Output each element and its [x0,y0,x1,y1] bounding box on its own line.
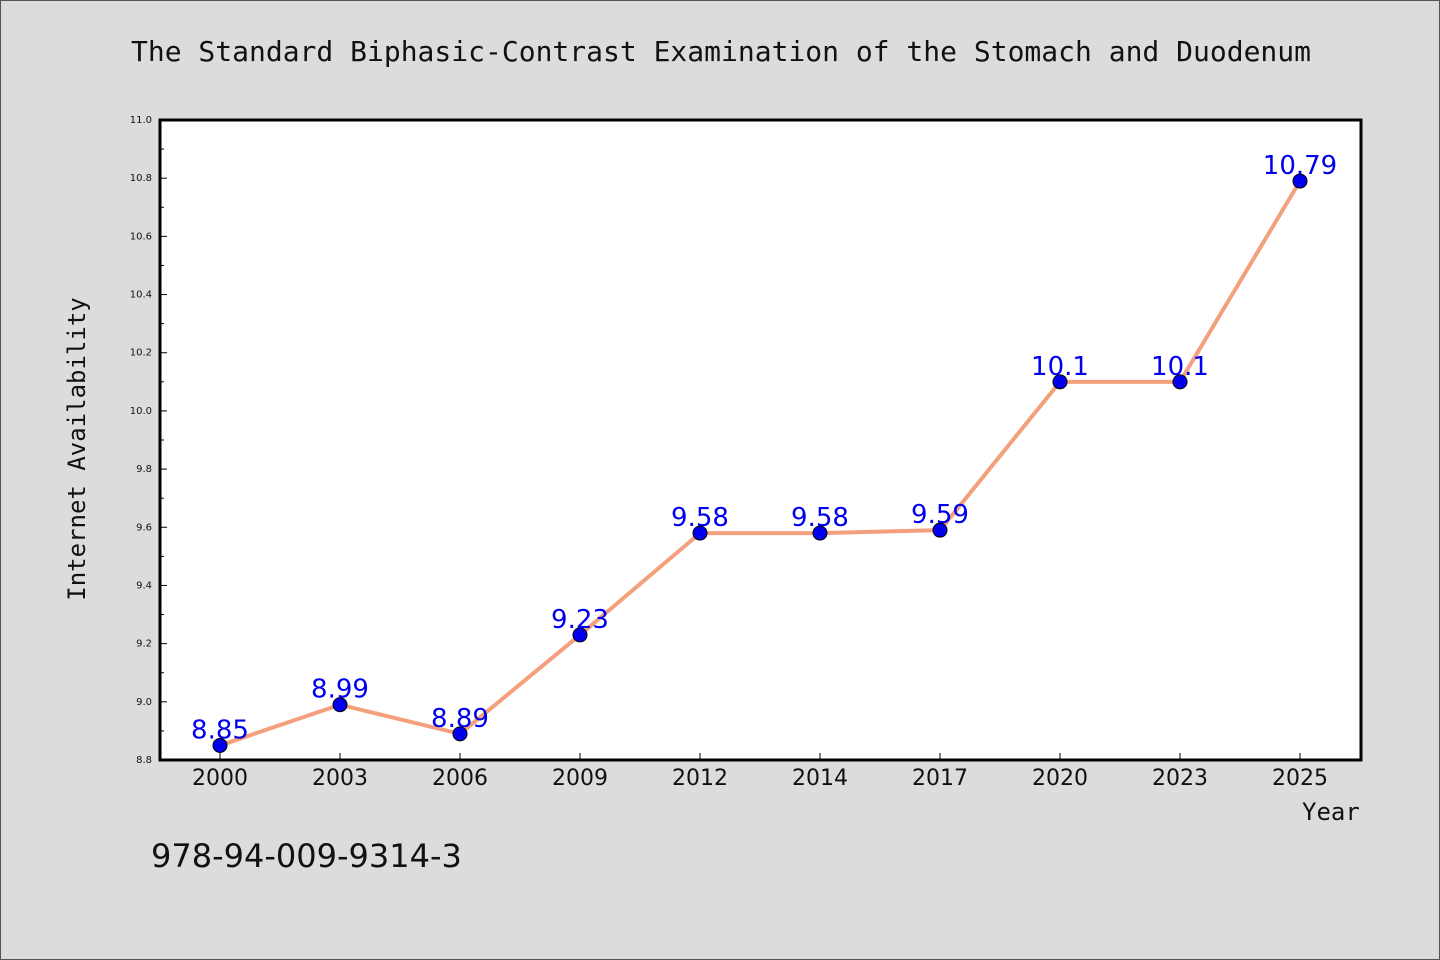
data-point [1172,374,1188,390]
x-tick-label: 2020 [1032,766,1088,791]
data-point [572,627,588,643]
x-tick-label: 2000 [192,766,248,791]
y-tick-label: 9.8 [136,464,152,475]
y-tick-label: 8.8 [136,755,152,766]
data-point [932,522,948,538]
data-label: 8.89 [431,704,489,734]
data-label: 9.23 [551,605,609,635]
y-tick-label: 10.8 [130,173,152,184]
y-tick-label: 10.6 [130,231,152,242]
data-label: 10.79 [1263,151,1337,181]
data-label: 10.1 [1031,352,1089,382]
y-tick-label: 10.4 [130,290,152,301]
x-tick-label: 2006 [432,766,488,791]
y-tick-label: 9.6 [136,522,152,533]
data-label: 9.58 [671,503,729,533]
data-point [812,525,828,541]
series-line [218,179,1302,748]
data-point [1292,173,1308,189]
x-tick-label: 2009 [552,766,608,791]
x-tick-label: 2025 [1272,766,1328,791]
data-point [332,697,348,713]
isbn-text: 978-94-009-9314-3 [151,837,462,875]
y-tick-label: 9.0 [136,697,152,708]
x-tick-label: 2012 [672,766,728,791]
data-point [452,726,468,742]
y-tick-label: 9.2 [136,639,152,650]
plot-area [160,120,1361,760]
data-point [212,737,228,753]
data-label: 10.1 [1151,352,1209,382]
y-tick-label: 11.0 [130,115,152,126]
y-tick-label: 10.0 [130,406,152,417]
chart-title: The Standard Biphasic-Contrast Examinati… [130,35,1312,68]
data-label: 8.99 [311,675,369,705]
x-tick-label: 2017 [912,766,968,791]
x-tick-label: 2003 [312,766,368,791]
data-label: 9.59 [911,500,969,530]
x-tick-label: 2023 [1152,766,1208,791]
data-label: 9.58 [791,503,849,533]
y-tick-label: 9.4 [136,580,152,591]
x-axis-label: Year [1302,798,1360,826]
x-tick-label: 2014 [792,766,848,791]
y-tick-label: 10.2 [130,348,152,359]
data-point [1052,374,1068,390]
data-label: 8.85 [191,715,249,745]
data-point [692,525,708,541]
plot-border [158,118,1363,762]
